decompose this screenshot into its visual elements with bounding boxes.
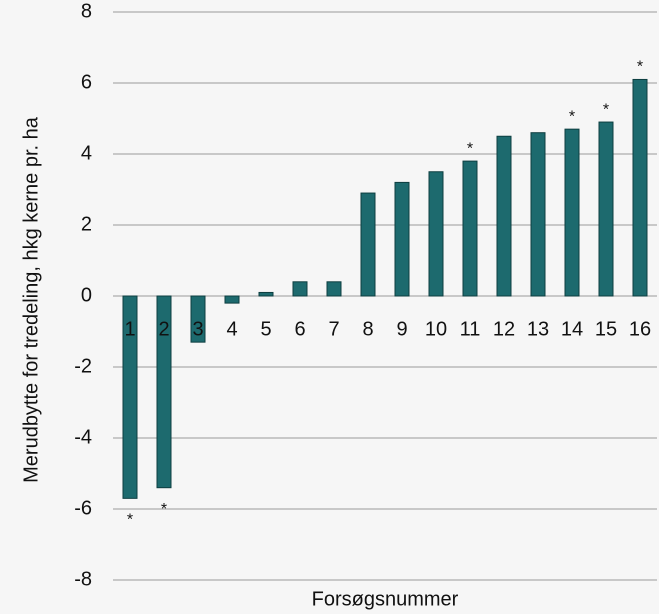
x-tick-label: 5 bbox=[260, 318, 271, 340]
x-tick-label: 16 bbox=[629, 318, 651, 340]
x-tick-label: 14 bbox=[561, 318, 583, 340]
y-tick-label: -2 bbox=[74, 355, 92, 377]
bar bbox=[428, 171, 444, 297]
bar bbox=[360, 192, 376, 297]
bar bbox=[258, 291, 274, 297]
x-tick-label: 15 bbox=[595, 318, 617, 340]
x-axis-title: Forsøgsnummer bbox=[312, 588, 459, 610]
bar bbox=[598, 121, 614, 297]
x-tick-label: 3 bbox=[192, 318, 203, 340]
x-tick-label: 11 bbox=[460, 318, 481, 340]
bar bbox=[394, 181, 410, 297]
bar bbox=[190, 295, 206, 343]
bar bbox=[632, 78, 648, 297]
y-tick-label: -8 bbox=[74, 568, 92, 590]
y-tick-label: 8 bbox=[81, 0, 92, 22]
bar bbox=[224, 295, 240, 304]
x-tick-label: 9 bbox=[396, 318, 407, 340]
y-tick-label: 2 bbox=[81, 213, 92, 235]
y-tick-label: -6 bbox=[74, 497, 92, 519]
bar bbox=[530, 132, 546, 297]
x-tick-label: 4 bbox=[226, 318, 237, 340]
bar bbox=[292, 281, 308, 297]
bar bbox=[326, 281, 342, 297]
y-tick-label: 4 bbox=[81, 142, 92, 164]
significance-mark: * bbox=[467, 140, 473, 157]
significance-mark: * bbox=[637, 59, 643, 76]
y-tick-label: 6 bbox=[81, 71, 92, 93]
bar bbox=[122, 295, 138, 499]
significance-mark: * bbox=[161, 501, 167, 518]
x-tick-label: 1 bbox=[124, 318, 135, 340]
bar bbox=[496, 135, 512, 297]
x-tick-label: 2 bbox=[158, 318, 169, 340]
bar bbox=[564, 128, 580, 297]
x-tick-label: 8 bbox=[362, 318, 373, 340]
significance-mark: * bbox=[603, 101, 609, 118]
y-tick-label: -4 bbox=[74, 426, 92, 448]
bar bbox=[156, 295, 172, 489]
bar bbox=[462, 160, 478, 297]
y-axis-title: Merudbytte for tredeling, hkg kerne pr. … bbox=[20, 116, 42, 483]
x-tick-label: 6 bbox=[294, 318, 305, 340]
y-tick-label: 0 bbox=[81, 284, 92, 306]
x-tick-label: 13 bbox=[527, 318, 549, 340]
x-tick-label: 12 bbox=[493, 318, 515, 340]
significance-mark: * bbox=[127, 512, 133, 529]
significance-mark: * bbox=[569, 108, 575, 125]
x-tick-label: 10 bbox=[425, 318, 447, 340]
x-tick-label: 7 bbox=[328, 318, 339, 340]
